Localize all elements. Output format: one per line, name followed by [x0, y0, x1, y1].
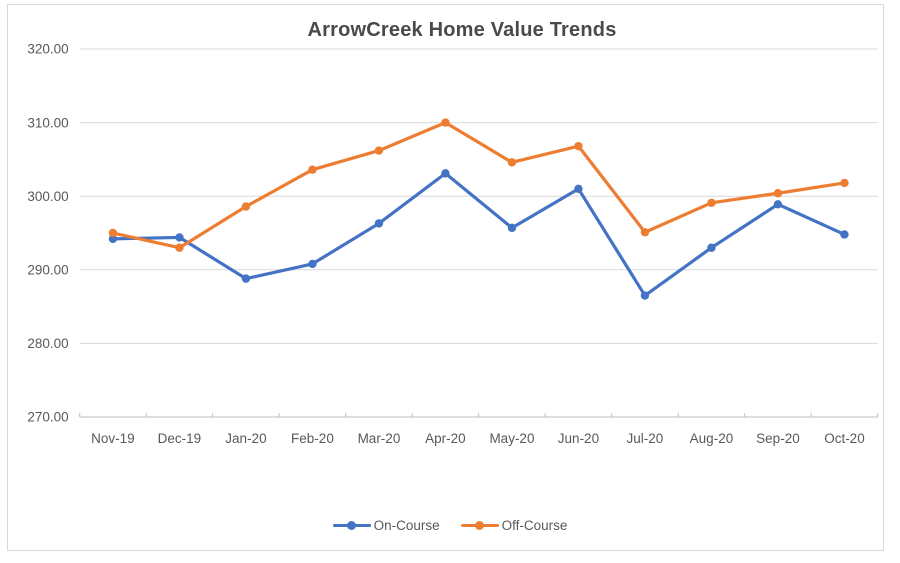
x-axis-tick-label: Mar-20: [358, 431, 401, 446]
x-axis-tick-label: Apr-20: [425, 431, 466, 446]
x-axis-tick-label: Aug-20: [690, 431, 734, 446]
data-point-off-course: [773, 189, 783, 198]
x-axis-tick-label: Nov-19: [91, 431, 135, 446]
data-point-on-course: [108, 234, 118, 244]
data-point-off-course: [640, 228, 650, 237]
data-point-on-course: [640, 291, 650, 300]
y-axis-tick-label: 270.00: [27, 410, 68, 425]
data-point-on-course: [374, 219, 384, 228]
data-point-on-course: [507, 223, 517, 233]
data-point-on-course: [840, 230, 849, 239]
data-point-off-course: [308, 165, 317, 174]
data-point-off-course: [374, 146, 384, 155]
x-axis-tick-label: Jun-20: [558, 431, 599, 446]
on-course-swatch-dot: [346, 521, 356, 530]
y-axis-tick-label: 300.00: [27, 189, 68, 204]
x-axis-tick-label: Feb-20: [291, 431, 334, 446]
data-point-on-course: [241, 274, 251, 283]
data-point-off-course: [108, 228, 118, 238]
data-point-off-course: [441, 118, 450, 127]
series-line-off-course: [111, 120, 847, 250]
data-point-on-course: [175, 233, 184, 242]
off-course-swatch-dot: [474, 521, 484, 530]
chart-title: ArrowCreek Home Value Trends: [307, 19, 617, 41]
data-point-on-course: [441, 169, 450, 178]
x-axis-tick-label: May-20: [489, 431, 534, 446]
y-axis-tick-label: 290.00: [27, 263, 68, 278]
legend-item-on-course[interactable]: On-Course: [332, 518, 440, 533]
y-axis-tick-label: 280.00: [27, 336, 68, 351]
data-point-off-course: [707, 198, 716, 208]
legend-label-off-course: Off-Course: [501, 518, 568, 533]
legend-label-on-course: On-Course: [373, 518, 440, 533]
y-axis-tick-label: 320.00: [27, 42, 68, 57]
series-line-on-course: [111, 171, 847, 298]
x-axis-tick-label: Sep-20: [756, 431, 800, 446]
chart-frame: [7, 4, 884, 551]
x-axis-tick-label: Dec-19: [158, 431, 202, 446]
off-course-line-marker-icon: [460, 520, 499, 531]
x-axis-tick-label: Oct-20: [824, 431, 865, 446]
data-point-on-course: [773, 200, 783, 209]
data-point-on-course: [308, 259, 317, 269]
data-point-off-course: [840, 178, 849, 188]
data-point-off-course: [574, 141, 583, 151]
on-course-line-marker-icon: [332, 520, 371, 531]
legend-item-off-course[interactable]: Off-Course: [460, 518, 568, 533]
x-axis-tick-label: Jan-20: [225, 431, 266, 446]
data-point-on-course: [707, 243, 716, 252]
x-axis-tick-label: Jul-20: [627, 431, 664, 446]
data-point-on-course: [574, 184, 583, 194]
data-point-off-course: [241, 202, 251, 211]
y-axis-tick-label: 310.00: [27, 115, 68, 130]
data-point-off-course: [507, 158, 517, 167]
data-point-off-course: [175, 243, 184, 252]
chart-legend: On-Course Off-Course: [0, 518, 900, 533]
